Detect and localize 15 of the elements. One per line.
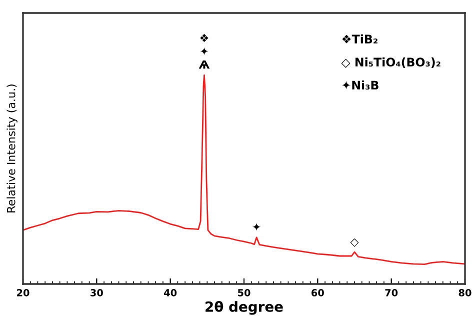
x-tick-label: 70 — [385, 289, 398, 296]
annotation: ✦Ni₃B — [342, 80, 378, 90]
x-axis-title: 2θ degree — [206, 301, 283, 315]
x-tick-label: 40 — [164, 289, 177, 296]
y-axis-title: Relative Intensity (a.u.) — [6, 84, 18, 212]
annotation: ✦ — [252, 222, 261, 232]
x-tick-label: 60 — [312, 289, 324, 296]
x-tick-label: 30 — [90, 289, 103, 296]
x-tick-label: 20 — [17, 289, 30, 296]
x-tick-label: 50 — [238, 289, 250, 296]
text: ◇ Ni₅TiO₄(BO₃)₂ — [341, 57, 440, 68]
text: ❖TiB₂ — [342, 34, 378, 44]
annotation: ◇ — [350, 238, 359, 247]
x-tick-label: 80 — [458, 289, 472, 296]
annotation: ❖ ✦ Ѧ — [198, 34, 210, 69]
